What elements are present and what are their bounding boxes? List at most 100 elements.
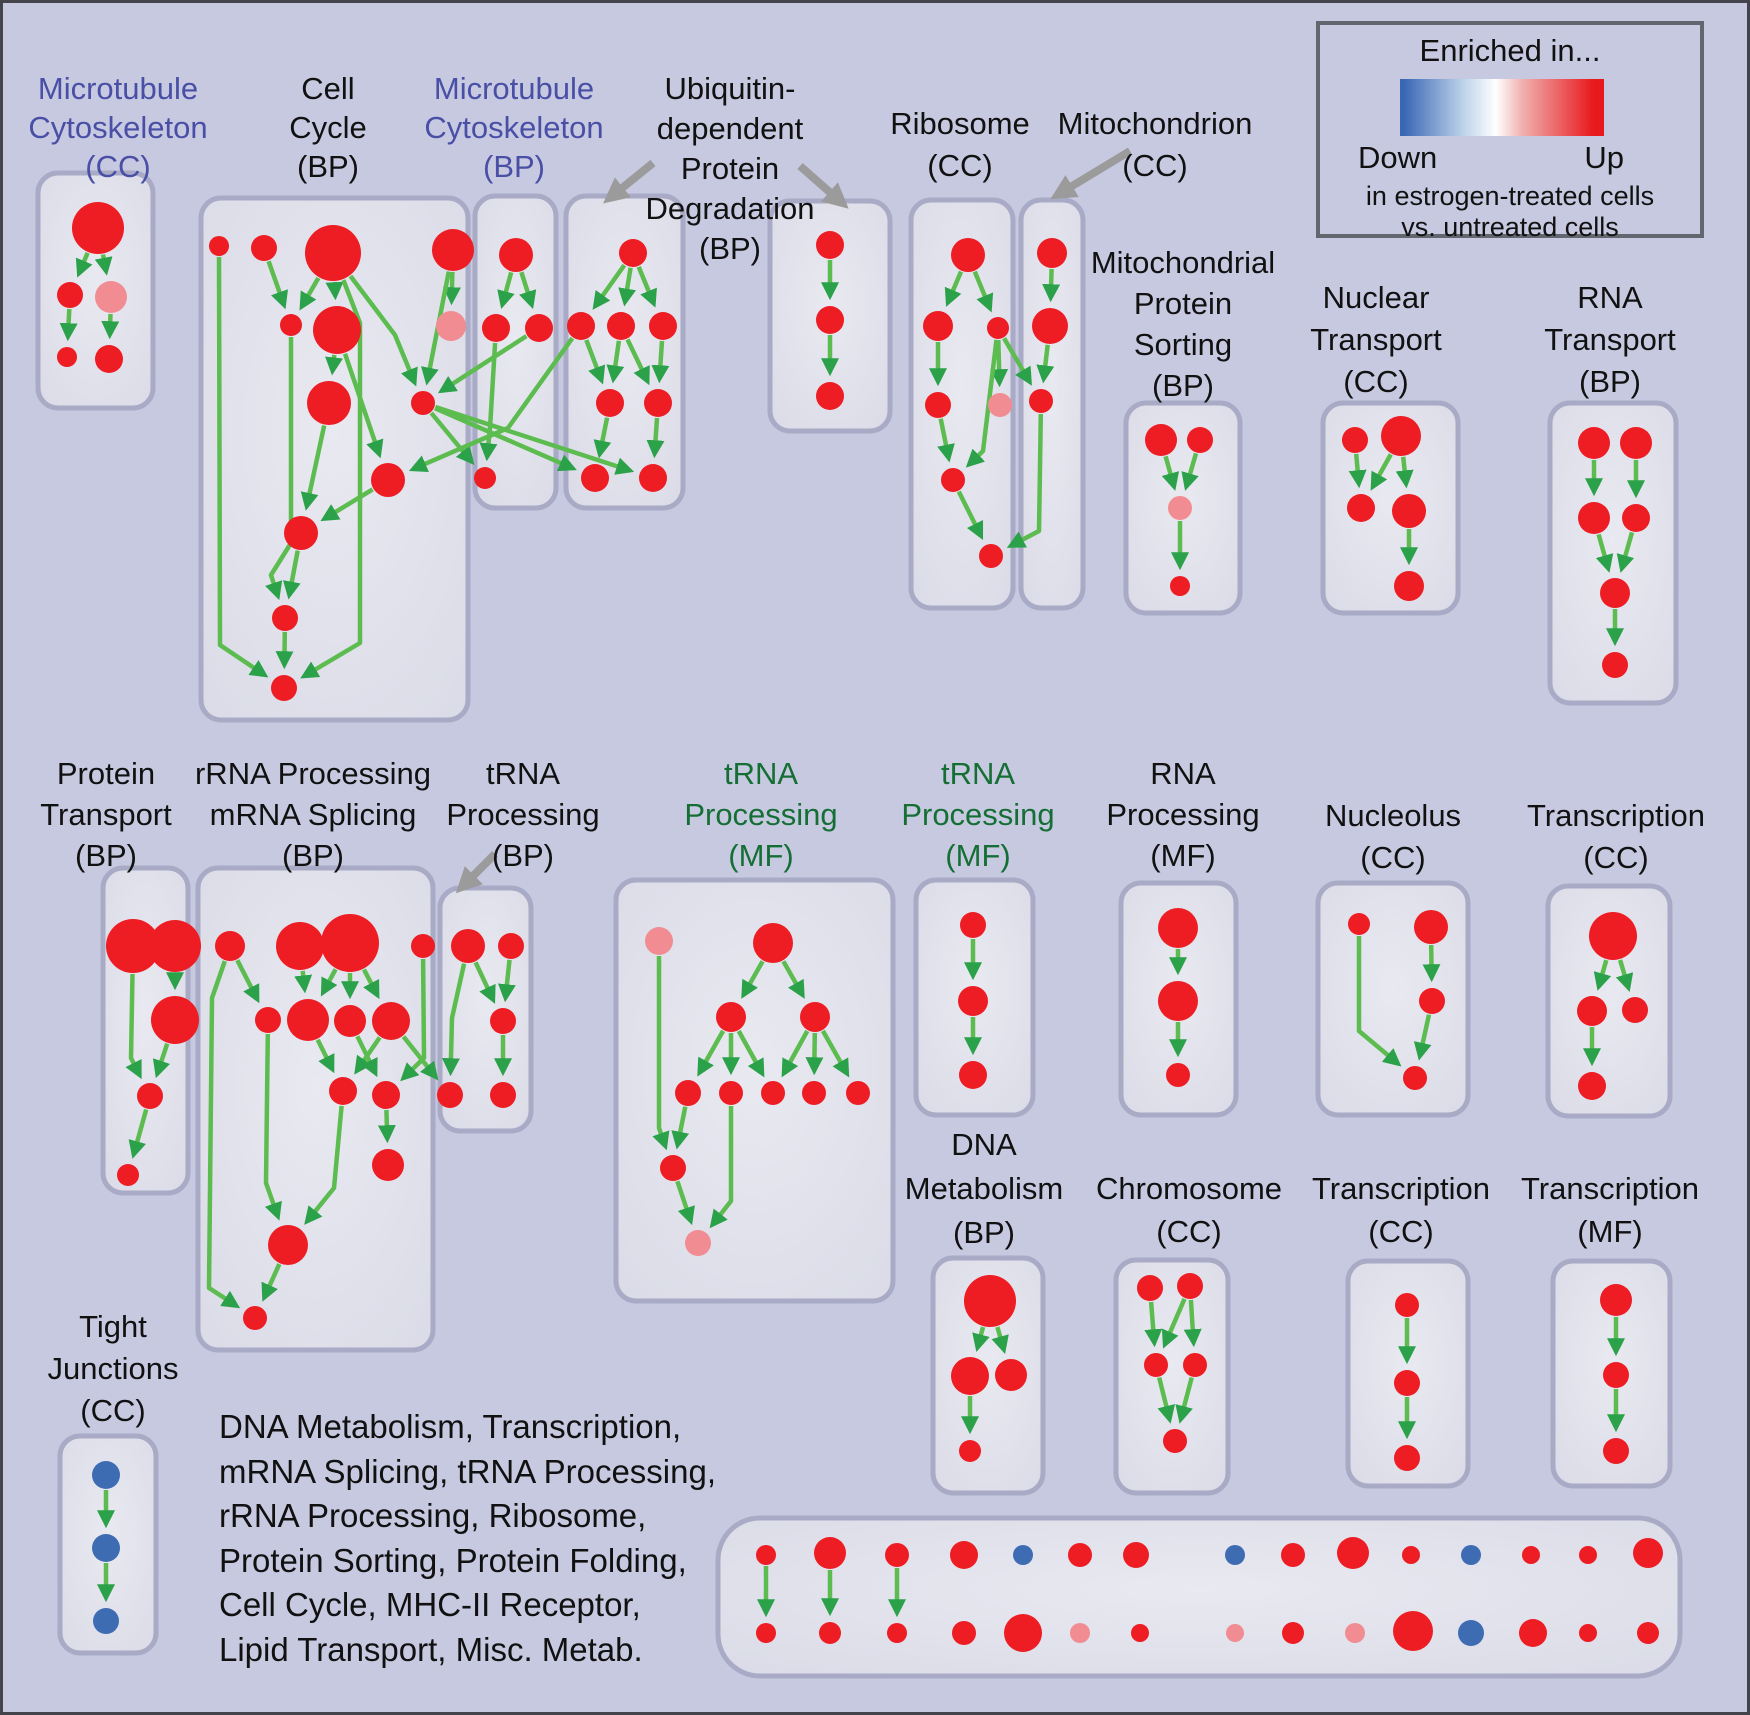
go-term-node-i4	[1392, 494, 1426, 528]
go-term-node-l9	[329, 1077, 357, 1105]
edge-f3-f6	[965, 339, 999, 468]
legend: Enriched in... Down Up in estrogen-treat…	[1316, 21, 1704, 242]
go-term-node-q1	[1348, 913, 1370, 935]
go-term-node-p3	[1166, 1063, 1190, 1087]
go-term-node-c2	[482, 314, 510, 342]
cluster-label-protein-transport-bp: Protein Transport (BP)	[40, 756, 172, 873]
cluster-label-ubiquitin-dependent-protein-degradation-bp: Ubiquitin-dependent Protein Degradation (BP…	[646, 71, 815, 266]
cluster-label-rna-transport-bp: RNA Transport (BP)	[1544, 280, 1676, 399]
cluster-label-cell-cycle-bp: Cell Cycle (BP)	[289, 71, 367, 184]
go-term-node-l6	[287, 999, 329, 1041]
cluster-label-dna-metabolism-bp: DNA Metabolism (BP)	[905, 1127, 1064, 1250]
edge-l1-l14	[206, 960, 241, 1309]
go-term-node-f5	[988, 393, 1012, 417]
edge-m1-m4	[441, 963, 467, 1077]
go-term-node-y8	[1226, 1624, 1244, 1642]
edge-n10-n11	[675, 1180, 695, 1226]
go-term-node-f1	[951, 238, 985, 272]
go-term-node-m5	[490, 1082, 516, 1108]
go-term-node-k5	[117, 1164, 139, 1186]
go-term-node-g3	[1029, 389, 1053, 413]
cluster-label-mitochondrial-protein-sorting-bp: Mitochondrial Protein Sorting (BP)	[1091, 245, 1275, 403]
edge-l2-l6	[294, 970, 313, 994]
edge-b3-b9	[348, 274, 418, 387]
go-term-node-u1	[1395, 1293, 1419, 1317]
cluster-label-transcription-cc-1: Transcription (CC)	[1527, 798, 1705, 875]
edge-l1-l5	[235, 959, 260, 1004]
cluster-label-nuclear-transport-cc: Nuclear Transport (CC)	[1310, 280, 1442, 399]
go-term-node-n7	[761, 1081, 785, 1105]
edge-d6-d8	[646, 417, 665, 459]
go-term-node-l7	[334, 1005, 366, 1037]
go-term-node-v3	[1603, 1438, 1629, 1464]
go-term-node-g2	[1032, 308, 1068, 344]
go-term-node-a1	[72, 202, 124, 254]
go-term-node-y13	[1519, 1619, 1547, 1647]
go-term-node-i5	[1394, 571, 1424, 601]
edge-b3-b13	[300, 279, 363, 679]
go-term-node-o2	[958, 986, 988, 1016]
go-term-node-f7	[979, 544, 1003, 568]
edge-f3-g3	[1002, 337, 1032, 386]
go-term-node-x1	[756, 1545, 776, 1565]
edge-b2-b5	[266, 260, 289, 310]
go-term-node-x7	[1123, 1542, 1149, 1568]
label-pointer-arrow	[455, 851, 498, 894]
go-term-node-e2	[816, 306, 844, 334]
edge-i1-i3	[1348, 453, 1367, 489]
cluster-label-nucleolus-cc: Nucleolus (CC)	[1325, 798, 1461, 875]
cluster-box-rna-trans	[1547, 400, 1679, 706]
go-term-node-n6	[719, 1081, 743, 1105]
go-term-node-t2	[1177, 1273, 1203, 1299]
go-term-node-n1	[645, 927, 673, 955]
edge-a1-a2	[75, 252, 93, 278]
go-term-node-d5	[596, 389, 624, 417]
go-term-node-i3	[1347, 494, 1375, 522]
legend-subtitle-1: in estrogen-treated cells	[1365, 181, 1655, 211]
edge-l9-l13	[304, 1105, 344, 1225]
edge-h1-h3	[1161, 455, 1180, 491]
legend-up-label: Up	[1584, 140, 1624, 175]
edge-n2-n4	[781, 960, 805, 999]
go-term-node-o3	[959, 1061, 987, 1089]
go-term-node-s2	[951, 1357, 989, 1395]
cluster-label-transcription-mf: Transcription (MF)	[1521, 1171, 1699, 1249]
edge-k3-k4	[152, 1042, 171, 1079]
go-term-node-x5	[1013, 1545, 1033, 1565]
go-term-node-n8	[802, 1081, 826, 1105]
edge-f6-f7	[956, 490, 984, 541]
edge-c1-c3	[519, 271, 537, 310]
go-term-node-p1	[1158, 908, 1198, 948]
go-term-node-s3	[995, 1359, 1027, 1391]
go-term-node-x6	[1068, 1543, 1092, 1567]
go-term-node-m1	[451, 929, 485, 963]
go-term-node-w2	[92, 1534, 120, 1562]
edge-b6-b8	[325, 354, 343, 376]
legend-gradient-bar	[1400, 79, 1604, 136]
go-term-node-b13	[271, 675, 297, 701]
edge-d2-d5	[584, 339, 606, 385]
edge-l7-l10	[355, 1035, 378, 1078]
go-term-node-n5	[675, 1080, 701, 1106]
cluster-label-chromosome-cc: Chromosome (CC)	[1096, 1171, 1282, 1249]
go-network-figure: Microtubule Cytoskeleton (CC) Cell Cycle (BP)…	[28, 71, 1705, 1679]
go-term-node-l8	[372, 1002, 410, 1040]
go-term-node-y12	[1458, 1620, 1484, 1646]
go-term-node-t4	[1183, 1353, 1207, 1377]
edge-n4-n8	[805, 1032, 824, 1076]
go-term-node-b1	[209, 236, 229, 256]
go-term-node-x10	[1337, 1537, 1369, 1569]
cluster-label-rrna-processing-mrna-splicing-bp: rRNA Processing mRNA Splicing (BP)	[195, 756, 431, 873]
edge-l6-l9	[315, 1038, 335, 1074]
note-line: DNA Metabolism, Transcription,	[219, 1408, 682, 1445]
cluster-label-rna-processing-mf: RNA Processing (MF)	[1106, 756, 1259, 873]
note-line: Protein Sorting, Protein Folding,	[219, 1541, 687, 1579]
edge-q3-q4	[1413, 1014, 1432, 1061]
legend-endpoints: Down Up	[1320, 136, 1700, 176]
edge-d1-d4	[636, 266, 657, 308]
edge-s1-s2	[972, 1326, 990, 1353]
go-term-node-b12	[272, 605, 298, 631]
edge-t4-t5	[1175, 1377, 1194, 1424]
go-term-node-b9	[411, 391, 435, 415]
